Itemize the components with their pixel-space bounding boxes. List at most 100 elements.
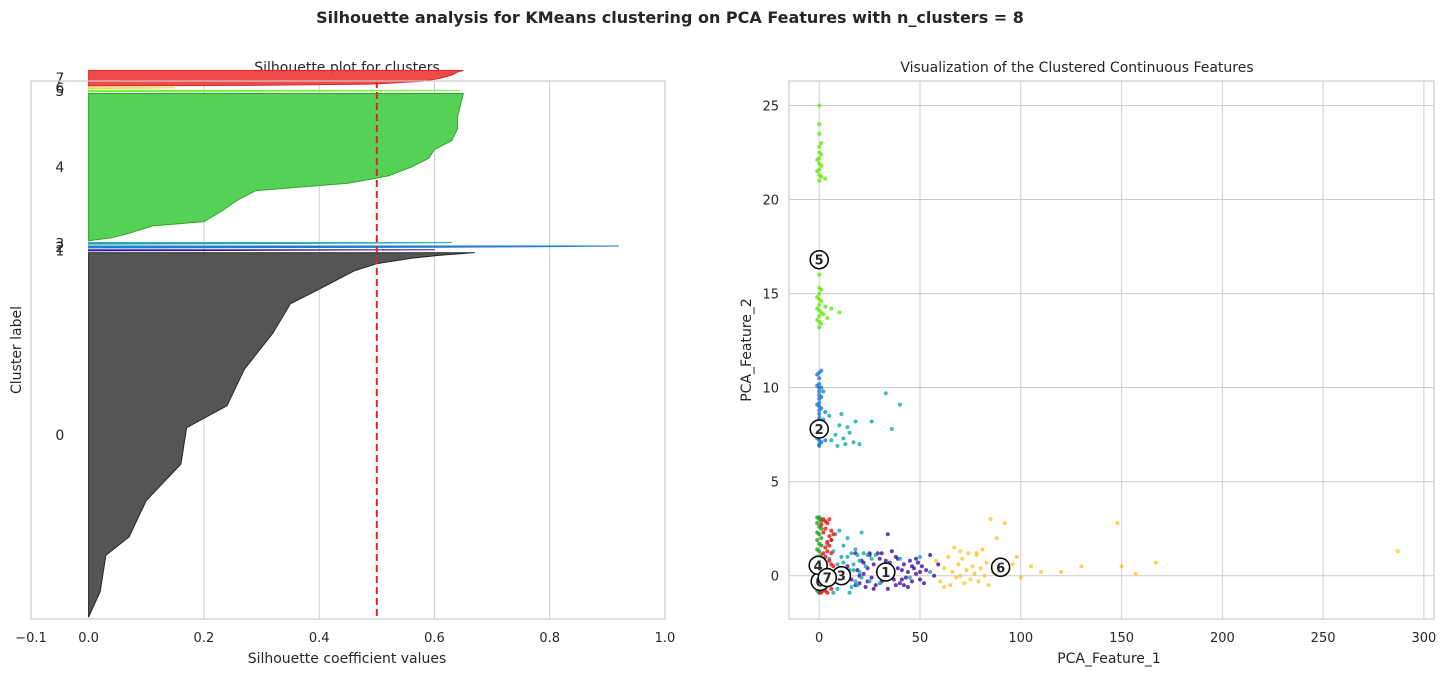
scatter-point-cluster-3: [867, 579, 872, 584]
scatter-point-cluster-1: [889, 549, 894, 554]
scatter-point-cluster-5: [815, 169, 820, 174]
scatter-x-tick-label: 0: [815, 631, 823, 646]
silhouette-cluster-label-0: 0: [55, 428, 64, 444]
scatter-point-cluster-1: [885, 532, 890, 537]
cluster-scatter-plot: Visualization of the Clustered Continuou…: [739, 60, 1436, 667]
scatter-point-cluster-5: [829, 306, 834, 311]
silhouette-x-axis-label: Silhouette coefficient values: [248, 651, 447, 667]
scatter-point-cluster-5: [817, 291, 822, 296]
scatter-point-cluster-7: [829, 586, 834, 591]
scatter-point-cluster-6: [986, 583, 991, 588]
scatter-point-cluster-5: [819, 163, 824, 168]
scatter-point-cluster-2: [823, 410, 828, 415]
scatter-x-ticks: 0 50 100 150 200 250 300: [815, 631, 1436, 646]
scatter-point-cluster-4: [819, 536, 824, 541]
scatter-point-cluster-6: [988, 517, 993, 522]
scatter-y-ticks: 0 5 10 15 20 25: [762, 100, 779, 585]
scatter-point-cluster-6: [974, 551, 979, 556]
scatter-point-cluster-3: [859, 530, 864, 535]
scatter-point-cluster-6: [972, 571, 977, 576]
scatter-point-cluster-1: [893, 583, 898, 588]
scatter-point-cluster-1: [871, 562, 876, 567]
scatter-point-cluster-1: [905, 570, 910, 574]
scatter-plot-frame: [788, 80, 1435, 620]
scatter-point-cluster-5: [817, 103, 822, 108]
scatter-point-cluster-3: [851, 440, 856, 445]
scatter-point-cluster-5: [819, 287, 824, 292]
scatter-x-tick-label: 300: [1411, 631, 1436, 646]
scatter-x-axis-label: PCA_Feature_1: [1057, 651, 1161, 667]
scatter-point-cluster-2: [819, 368, 824, 373]
cluster-center-7: [817, 567, 838, 588]
silhouette-cluster-labels: 0 123 4 567: [55, 71, 64, 444]
scatter-point-cluster-6: [984, 560, 989, 565]
scatter-point-cluster-1: [922, 581, 926, 586]
scatter-point-cluster-5: [817, 302, 822, 307]
scatter-point-cluster-5: [819, 152, 824, 157]
scatter-point-cluster-2: [823, 438, 828, 443]
scatter-point-cluster-3: [845, 425, 850, 430]
scatter-point-cluster-1: [861, 571, 866, 576]
silhouette-cluster-label-5: 5: [55, 84, 64, 100]
silhouette-clusters: [88, 69, 619, 618]
scatter-point-cluster-6: [966, 551, 971, 556]
scatter-y-tick-label: 5: [771, 476, 779, 491]
scatter-point-cluster-1: [918, 570, 922, 574]
scatter-point-cluster-7: [825, 549, 830, 554]
scatter-point-cluster-1: [910, 564, 914, 569]
silhouette-x-tick-label: 0.6: [424, 631, 445, 646]
scatter-point-cluster-2: [817, 389, 822, 394]
scatter-point-cluster-6: [948, 583, 953, 588]
scatter-point-cluster-6: [964, 568, 969, 573]
scatter-point-cluster-6: [980, 547, 985, 552]
scatter-point-cluster-5: [817, 325, 822, 330]
scatter-point-cluster-2: [819, 395, 824, 399]
scatter-point-cluster-1: [928, 553, 933, 557]
silhouette-cluster-7: [88, 69, 464, 87]
scatter-point-cluster-1: [899, 568, 904, 573]
scatter-x-tick-label: 100: [1008, 631, 1033, 646]
silhouette-x-ticks: −0.1 0.0 0.2 0.4 0.6 0.8 1.0: [15, 631, 675, 646]
cluster-center-label-2: 2: [815, 423, 824, 438]
scatter-plot-title: Visualization of the Clustered Continuou…: [900, 60, 1253, 76]
scatter-point-cluster-1: [863, 585, 868, 589]
scatter-point-cluster-6: [1010, 562, 1015, 567]
scatter-point-cluster-1: [899, 577, 904, 582]
scatter-point-cluster-1: [905, 585, 910, 589]
scatter-point-cluster-3: [889, 427, 894, 431]
scatter-point-cluster-3: [851, 568, 856, 573]
scatter-point-cluster-3: [839, 554, 844, 559]
scatter-point-cluster-5: [815, 306, 820, 311]
scatter-point-cluster-1: [873, 583, 878, 588]
scatter-point-cluster-2: [819, 385, 824, 390]
scatter-point-cluster-3: [861, 551, 866, 556]
scatter-y-tick-label: 15: [762, 288, 779, 303]
scatter-point-cluster-7: [827, 558, 832, 563]
scatter-point-cluster-3: [877, 581, 882, 586]
scatter-point-cluster-3: [847, 430, 852, 435]
silhouette-x-tick-label: 1.0: [655, 631, 676, 646]
scatter-point-cluster-3: [855, 553, 860, 557]
scatter-point-cluster-1: [845, 564, 850, 569]
scatter-point-cluster-3: [869, 419, 874, 424]
scatter-point-cluster-6: [970, 564, 975, 569]
silhouette-cluster-label-1: 1: [55, 243, 64, 259]
cluster-center-label-5: 5: [815, 254, 824, 269]
scatter-point-cluster-5: [825, 316, 830, 320]
scatter-point-cluster-3: [847, 590, 852, 595]
silhouette-cluster-label-7: 7: [55, 71, 64, 87]
cluster-center-1: [876, 562, 896, 582]
scatter-point-cluster-5: [817, 144, 822, 149]
scatter-point-cluster-1: [897, 581, 902, 586]
scatter-point-cluster-1: [871, 586, 876, 591]
scatter-point-cluster-5: [819, 174, 824, 179]
silhouette-cluster-3: [88, 242, 452, 245]
silhouette-cluster-label-3: 3: [55, 236, 64, 252]
scatter-point-cluster-3: [837, 423, 842, 428]
scatter-point-cluster-7: [827, 543, 832, 548]
scatter-point-cluster-2: [819, 406, 824, 411]
scatter-point-cluster-6: [982, 573, 987, 578]
scatter-point-cluster-3: [883, 391, 888, 396]
scatter-point-cluster-3: [928, 570, 933, 574]
